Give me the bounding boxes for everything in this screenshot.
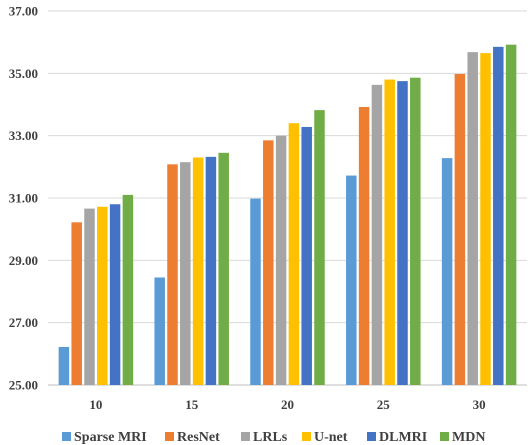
legend-swatch (165, 432, 174, 441)
bars (58, 44, 517, 386)
bar (250, 198, 261, 385)
bar (122, 194, 134, 385)
legend-item: ResNet (165, 430, 220, 445)
legend: Sparse MRI ResNet LRLs U-net DLMRI MDN (62, 430, 485, 445)
legend-label: Sparse MRI (74, 430, 147, 445)
x-axis-ticks: 10 15 20 25 30 (89, 397, 485, 412)
bar (71, 222, 82, 385)
bar (384, 79, 395, 385)
legend-swatch (440, 432, 449, 441)
bar (301, 126, 312, 385)
bar (467, 52, 478, 385)
bar (97, 206, 108, 385)
bar (397, 81, 408, 386)
x-tick-label: 15 (185, 397, 199, 412)
bar (109, 204, 121, 385)
bar (167, 164, 178, 385)
y-tick-label: 31.00 (9, 191, 38, 206)
legend-swatch (241, 432, 250, 441)
bar (505, 44, 517, 385)
bar (205, 156, 217, 385)
bar (441, 158, 453, 385)
legend-label: ResNet (177, 430, 220, 445)
bar (180, 162, 191, 385)
x-tick-label: 25 (377, 397, 391, 412)
bar (454, 73, 466, 386)
legend-item: DLMRI (367, 430, 427, 445)
x-tick-label: 30 (473, 397, 486, 412)
legend-item: U-net (302, 430, 348, 445)
legend-swatch (367, 432, 376, 441)
y-tick-label: 25.00 (9, 378, 38, 393)
y-tick-label: 35.00 (9, 66, 38, 81)
bar (493, 46, 504, 386)
bar (192, 157, 204, 385)
legend-label: MDN (452, 430, 485, 445)
bar (218, 152, 229, 385)
bar (263, 140, 274, 385)
bar (314, 110, 325, 386)
x-tick-label: 20 (281, 397, 294, 412)
legend-label: LRLs (253, 430, 288, 445)
bar (84, 208, 95, 385)
y-axis-ticks: 25.00 27.00 29.00 31.00 33.00 35.00 37.00 (9, 4, 38, 393)
bar (154, 277, 165, 385)
bar (275, 135, 287, 385)
y-tick-label: 27.00 (9, 315, 38, 330)
legend-swatch (62, 432, 71, 441)
bar (480, 53, 491, 385)
legend-swatch (302, 432, 311, 441)
bar (58, 346, 70, 385)
legend-label: DLMRI (379, 430, 427, 445)
bar (346, 175, 357, 385)
legend-item: Sparse MRI (62, 430, 147, 445)
bar (410, 77, 421, 385)
x-tick-label: 10 (89, 397, 102, 412)
bar (288, 123, 300, 385)
bar (371, 84, 383, 386)
legend-item: MDN (440, 430, 485, 445)
legend-item: LRLs (241, 430, 288, 445)
y-tick-label: 37.00 (9, 4, 38, 19)
y-tick-label: 29.00 (9, 253, 38, 268)
y-tick-label: 33.00 (9, 128, 38, 143)
legend-label: U-net (314, 430, 348, 445)
bar (358, 106, 370, 386)
